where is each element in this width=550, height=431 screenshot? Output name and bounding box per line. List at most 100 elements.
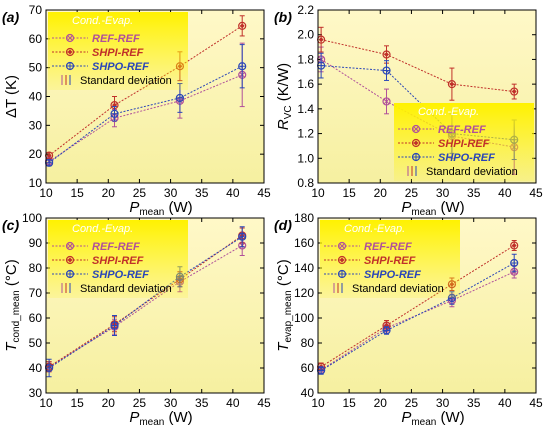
x-tick-label: 10 bbox=[311, 186, 325, 200]
y-tick-label: 100 bbox=[22, 211, 42, 225]
legend-marker-cross bbox=[67, 35, 73, 41]
panel-label: (b) bbox=[274, 9, 292, 25]
y-tick-label: 40 bbox=[29, 361, 43, 375]
legend-entry: REF-REF bbox=[92, 241, 140, 253]
y-tick-label: 70 bbox=[29, 286, 43, 300]
legend-entry: SHPO-REF bbox=[92, 61, 149, 73]
x-tick-label: 30 bbox=[436, 396, 450, 410]
x-tick-label: 10 bbox=[39, 396, 53, 410]
x-tick-label: 15 bbox=[70, 396, 84, 410]
x-tick-label: 45 bbox=[257, 396, 271, 410]
y-tick-label: 100 bbox=[294, 311, 314, 325]
series-line-shpo-ref bbox=[48, 65, 243, 164]
legend: Cond.-Evap. REF-REF SHPI-REF SHPO-REF Standa… bbox=[394, 103, 534, 181]
x-tick-label: 20 bbox=[374, 186, 388, 200]
legend-entry: REF-REF bbox=[92, 33, 140, 45]
x-tick-label: 35 bbox=[195, 186, 209, 200]
x-axis-label: Pmean (W) bbox=[129, 409, 192, 426]
y-tick-label: 40 bbox=[29, 90, 43, 104]
y-tick-label: 60 bbox=[29, 311, 43, 325]
legend-std-label: Standard deviation bbox=[80, 283, 172, 295]
y-tick-label: 1.6 bbox=[297, 77, 314, 91]
y-tick-label: 120 bbox=[294, 286, 314, 300]
x-axis-label: Pmean (W) bbox=[401, 409, 464, 426]
x-tick-label: 10 bbox=[311, 396, 325, 410]
legend-marker bbox=[337, 241, 347, 251]
data-point-inner bbox=[449, 81, 455, 87]
legend-marker bbox=[337, 269, 347, 279]
plot-frame bbox=[45, 217, 265, 394]
data-point bbox=[110, 109, 119, 118]
y-tick-label: 160 bbox=[294, 236, 314, 250]
legend: Cond.-Evap. REF-REF SHPI-REF SHPO-REF Standa… bbox=[320, 220, 460, 298]
y-tick-label: 1.8 bbox=[297, 52, 314, 66]
x-tick-label: 30 bbox=[436, 186, 450, 200]
y-tick-label: 50 bbox=[29, 61, 43, 75]
legend-marker-inner bbox=[413, 140, 419, 146]
legend-marker bbox=[65, 47, 75, 57]
panel-b: 10 15 20 25 30 35 40 45 0.8 1.0 1.2 1.4 1.6 1.8 2.0 2.2… bbox=[274, 3, 543, 218]
series-line-shpi-ref bbox=[320, 245, 515, 368]
x-tick-label: 45 bbox=[257, 186, 271, 200]
legend-std-label: Standard deviation bbox=[352, 283, 444, 295]
y-tick-label: 20 bbox=[29, 147, 43, 161]
legend-marker bbox=[411, 152, 421, 162]
x-tick-label: 20 bbox=[374, 396, 388, 410]
data-point bbox=[510, 258, 519, 268]
x-tick-label: 40 bbox=[498, 396, 512, 410]
series-line-ref-ref bbox=[48, 74, 243, 162]
x-tick-label: 25 bbox=[133, 186, 147, 200]
legend-entry: SHPI-REF bbox=[364, 255, 416, 267]
series-line-shpi-ref bbox=[321, 39, 515, 93]
x-tick-label: 20 bbox=[102, 186, 116, 200]
legend-std-label: Standard deviation bbox=[80, 75, 172, 87]
x-tick-label: 20 bbox=[102, 396, 116, 410]
panel-label: (c) bbox=[2, 217, 19, 233]
y-tick-label: 10 bbox=[29, 176, 43, 190]
y-tick-label: 2.0 bbox=[297, 28, 314, 42]
legend-marker-cross bbox=[67, 243, 73, 249]
legend-entry: SHPO-REF bbox=[438, 152, 495, 164]
x-tick-label: 40 bbox=[498, 186, 512, 200]
legend-marker bbox=[411, 124, 421, 134]
legend-title: Cond.-Evap. bbox=[418, 106, 479, 118]
y-axis-label: Tcond_mean (°C) bbox=[3, 259, 22, 351]
legend-title: Cond.-Evap. bbox=[72, 15, 133, 27]
y-tick-label: 0.8 bbox=[297, 176, 314, 190]
legend-marker bbox=[65, 61, 75, 71]
legend-marker-cross bbox=[339, 243, 345, 249]
y-tick-label: 180 bbox=[294, 211, 314, 225]
y-tick-label: 80 bbox=[29, 261, 43, 275]
x-axis-label: Pmean (W) bbox=[401, 199, 464, 218]
legend-marker bbox=[411, 138, 421, 148]
x-tick-label: 15 bbox=[70, 186, 84, 200]
legend-entry: SHPI-REF bbox=[438, 138, 490, 150]
y-tick-label: 60 bbox=[29, 32, 43, 46]
legend-entry: REF-REF bbox=[364, 241, 412, 253]
legend-marker-cross bbox=[413, 126, 419, 132]
data-point-inner bbox=[511, 89, 517, 95]
series-line-ref-ref bbox=[48, 245, 243, 368]
legend-std-label: Standard deviation bbox=[426, 166, 518, 178]
legend-entry: SHPO-REF bbox=[364, 269, 421, 281]
y-tick-label: 40 bbox=[301, 386, 315, 400]
data-point bbox=[238, 62, 247, 71]
data-point bbox=[382, 50, 391, 59]
x-tick-label: 35 bbox=[467, 186, 481, 200]
data-point-inner bbox=[511, 243, 517, 248]
y-tick-label: 30 bbox=[29, 386, 43, 400]
y-tick-label: 30 bbox=[29, 118, 43, 132]
y-tick-label: 70 bbox=[29, 3, 43, 17]
data-point-inner bbox=[46, 153, 52, 159]
data-point bbox=[447, 80, 457, 89]
panel-a: 10 15 20 25 30 35 40 45 10 20 30 40 50 60 70 Cond.-Evap… bbox=[2, 3, 271, 218]
legend-marker-inner bbox=[67, 257, 73, 263]
x-tick-label: 40 bbox=[226, 396, 240, 410]
legend: Cond.-Evap. REF-REF SHPI-REF SHPO-REF Standa… bbox=[48, 12, 188, 90]
data-point bbox=[238, 232, 247, 241]
legend-marker bbox=[65, 255, 75, 265]
legend-entry: SHPO-REF bbox=[92, 269, 149, 281]
x-tick-label: 30 bbox=[164, 396, 178, 410]
